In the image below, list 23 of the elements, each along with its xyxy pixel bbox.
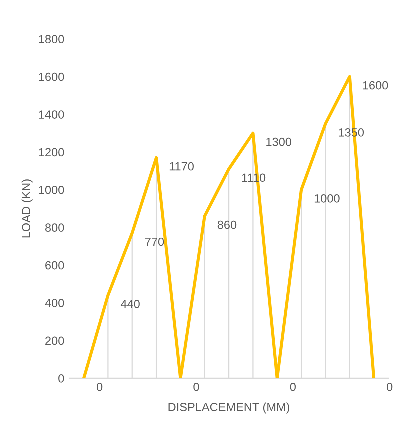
data-label: 770	[145, 238, 164, 246]
y-tick-label: 1800	[39, 35, 64, 44]
data-label: 440	[120, 300, 140, 308]
data-label: 0	[96, 382, 103, 392]
y-tick-label: 200	[46, 336, 64, 346]
y-tick-label: 0	[58, 374, 64, 383]
x-axis-title: DISPLACEMENT (MM)	[168, 402, 290, 414]
y-tick-label: 800	[45, 224, 64, 232]
data-label: 1300	[266, 138, 292, 146]
y-axis-title: LOAD (KN)	[22, 180, 33, 238]
y-tick-label: 1000	[39, 186, 64, 194]
y-tick-label: 400	[45, 299, 64, 308]
data-label: 1000	[314, 194, 340, 203]
y-tick-label: 1200	[39, 148, 64, 157]
y-tick-label: 1400	[39, 110, 64, 119]
data-label: 0	[194, 382, 200, 392]
data-label: 860	[218, 220, 237, 230]
data-label: 1170	[170, 162, 194, 171]
data-label: 0	[387, 382, 393, 392]
data-label: 0	[290, 382, 296, 392]
data-label: 1600	[363, 81, 388, 90]
y-tick-label: 600	[46, 261, 64, 270]
y-tick-label: 1600	[39, 72, 64, 82]
